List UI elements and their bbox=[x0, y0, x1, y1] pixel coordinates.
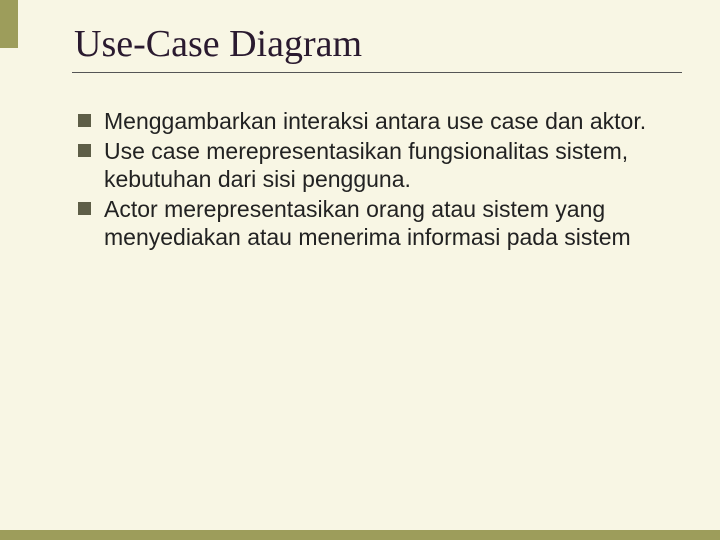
list-item: Menggambarkan interaksi antara use case … bbox=[78, 107, 668, 135]
list-item: Use case merepresentasikan fungsionalita… bbox=[78, 137, 668, 193]
title-underline bbox=[72, 72, 682, 73]
bullet-text: Actor merepresentasikan orang atau siste… bbox=[104, 196, 631, 250]
bullet-text: Menggambarkan interaksi antara use case … bbox=[104, 108, 646, 134]
slide-content: Use-Case Diagram Menggambarkan interaksi… bbox=[0, 0, 720, 540]
slide-title: Use-Case Diagram bbox=[74, 22, 668, 72]
bullet-text: Use case merepresentasikan fungsionalita… bbox=[104, 138, 628, 192]
bullet-list: Menggambarkan interaksi antara use case … bbox=[78, 107, 668, 251]
list-item: Actor merepresentasikan orang atau siste… bbox=[78, 195, 668, 251]
